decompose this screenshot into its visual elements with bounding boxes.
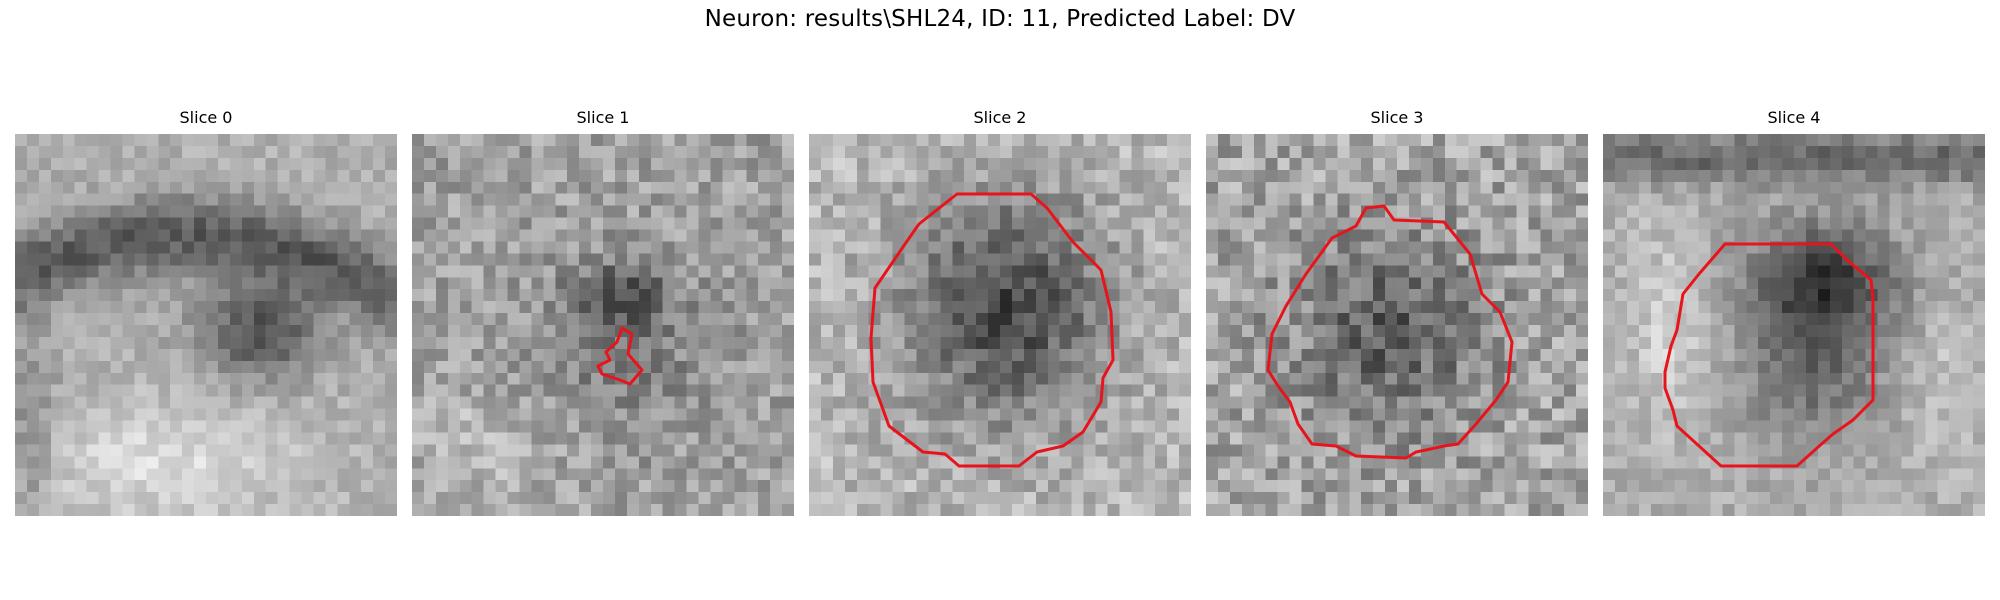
slice-image <box>15 134 397 516</box>
contour-outline <box>869 192 1115 468</box>
slice-image <box>1206 134 1588 516</box>
roi-contour <box>1266 204 1514 460</box>
microscopy-image <box>1603 134 1985 516</box>
roi-contour <box>869 192 1115 468</box>
microscopy-image <box>1206 134 1588 516</box>
figure-title: Neuron: results\SHL24, ID: 11, Predicted… <box>704 6 1296 32</box>
slice-image <box>809 134 1191 516</box>
panel-title: Slice 0 <box>179 108 233 127</box>
panel-title: Slice 2 <box>973 108 1027 127</box>
panel-title: Slice 3 <box>1370 108 1424 127</box>
contour-outline <box>1266 204 1514 460</box>
contour-outline <box>1663 242 1875 468</box>
microscopy-image <box>15 134 397 516</box>
slice-image <box>1603 134 1985 516</box>
contour-outline <box>596 326 644 386</box>
roi-contour <box>596 326 644 386</box>
slice-image <box>412 134 794 516</box>
panel-title: Slice 4 <box>1767 108 1821 127</box>
panel-title: Slice 1 <box>576 108 630 127</box>
microscopy-image <box>412 134 794 516</box>
roi-contour <box>1663 242 1875 468</box>
